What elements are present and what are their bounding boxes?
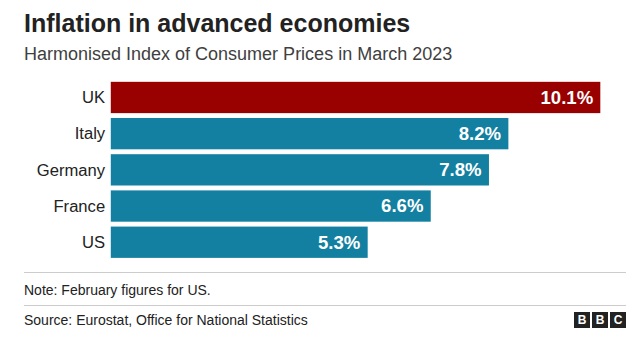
html-text:B: B xyxy=(595,312,605,327)
svg-text:8.2%: 8.2% xyxy=(459,123,502,144)
svg-text:UK: UK xyxy=(82,88,105,107)
svg-text:5.3%: 5.3% xyxy=(318,232,361,253)
html-text:Source: Eurostat, Office for N: Source: Eurostat, Office for National St… xyxy=(24,311,308,328)
html-text:Inflation in advanced economie: Inflation in advanced economies xyxy=(24,9,411,37)
html-text:Note: February figures for US.: Note: February figures for US. xyxy=(24,281,211,298)
svg-text:Italy: Italy xyxy=(75,124,106,143)
svg-text:Germany: Germany xyxy=(37,161,106,180)
svg-text:France: France xyxy=(53,197,105,216)
html-text:B: B xyxy=(577,312,587,327)
svg-text:US: US xyxy=(82,233,105,252)
svg-text:7.8%: 7.8% xyxy=(439,159,482,180)
html-text:C: C xyxy=(613,312,623,327)
html-text:Harmonised Index of Consumer P: Harmonised Index of Consumer Prices in M… xyxy=(24,44,453,64)
svg-text:6.6%: 6.6% xyxy=(381,195,424,216)
svg-text:10.1%: 10.1% xyxy=(541,87,594,108)
